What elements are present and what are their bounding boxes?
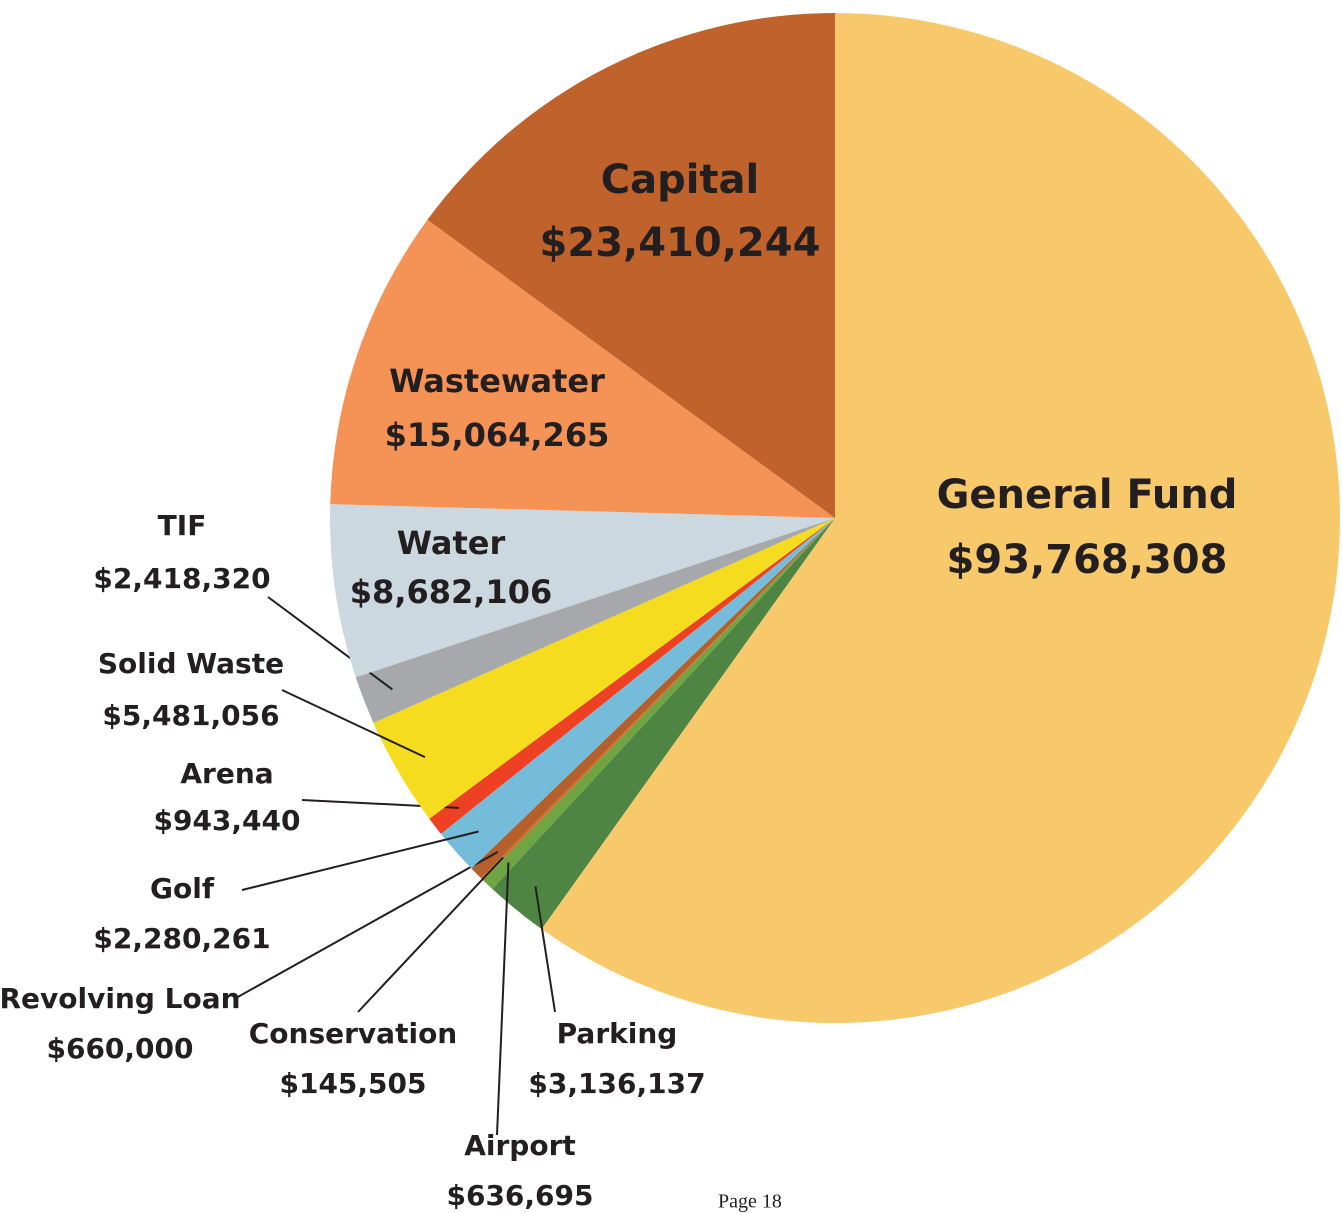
slice-value-label: $636,695 xyxy=(446,1179,593,1212)
pie-slice xyxy=(471,518,835,879)
pie-slice xyxy=(480,518,835,881)
leader-line xyxy=(267,596,393,691)
pie-slice xyxy=(373,518,835,819)
slice-label: Conservation xyxy=(249,1017,457,1050)
pie-slice xyxy=(440,518,835,869)
pie-slice xyxy=(429,518,835,834)
page-footer: Page 18 xyxy=(718,1191,782,1213)
slice-value-label: $660,000 xyxy=(46,1032,193,1065)
slice-value-label: $15,064,265 xyxy=(385,416,610,454)
leader-line xyxy=(357,856,504,1013)
pie-slice xyxy=(482,518,835,889)
slice-label: Golf xyxy=(150,872,215,905)
slice-label: Solid Waste xyxy=(98,647,284,680)
slice-value-label: $145,505 xyxy=(279,1067,426,1100)
slice-value-label: $2,418,320 xyxy=(93,562,270,595)
slice-label: Wastewater xyxy=(389,362,605,400)
slice-label: Capital xyxy=(601,157,760,203)
leader-line xyxy=(281,689,426,759)
slice-value-label: $8,682,106 xyxy=(350,573,552,611)
slice-value-label: $23,410,244 xyxy=(540,220,821,266)
pie-slice xyxy=(492,518,835,930)
slice-label: Revolving Loan xyxy=(0,982,241,1015)
pie-slice xyxy=(330,219,835,518)
slice-value-label: $943,440 xyxy=(153,804,300,837)
leader-line xyxy=(241,830,479,891)
pie-slice xyxy=(330,504,835,678)
slice-label: TIF xyxy=(158,509,207,542)
pie-slice xyxy=(355,518,835,723)
pie-slice xyxy=(427,13,835,518)
leader-line xyxy=(235,851,499,999)
slice-value-label: $2,280,261 xyxy=(93,922,270,955)
slice-value-label: $93,768,308 xyxy=(947,537,1228,583)
slice-value-label: $5,481,056 xyxy=(102,699,279,732)
slice-label: General Fund xyxy=(937,472,1238,518)
slice-label: Airport xyxy=(464,1129,576,1162)
slice-label: Water xyxy=(397,524,506,562)
pie-slice xyxy=(541,13,1340,1023)
leader-line xyxy=(496,862,510,1136)
leader-line xyxy=(534,886,556,1013)
slice-value-label: $3,136,137 xyxy=(528,1067,705,1100)
slice-label: Parking xyxy=(557,1017,678,1050)
slice-label: Arena xyxy=(180,757,273,790)
